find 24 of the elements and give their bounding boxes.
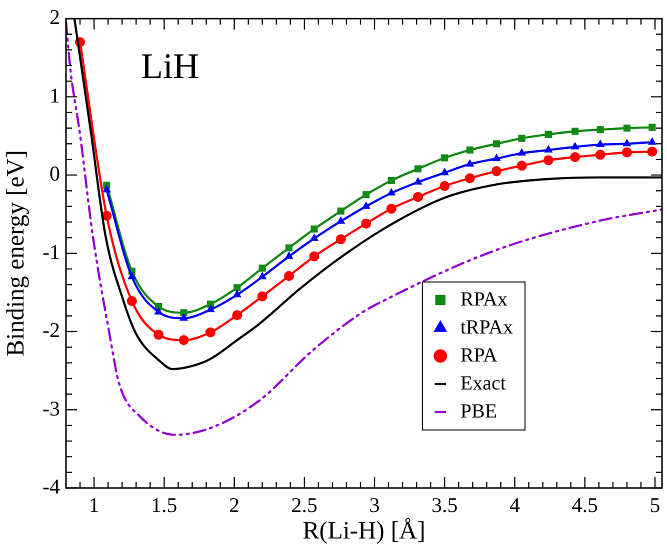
y-tick-label: -3 <box>42 396 60 420</box>
x-tick-label: 4.5 <box>572 493 598 518</box>
x-tick-label: 3.5 <box>432 493 458 518</box>
legend-label: PBE <box>460 400 498 422</box>
y-axis-title: Binding energy [eV] <box>2 150 30 357</box>
legend-label: RPAx <box>460 288 508 310</box>
y-tick-label: -2 <box>42 318 60 342</box>
x-tick-label: 2.5 <box>291 493 318 518</box>
x-tick-label: 4 <box>510 493 521 518</box>
legend-label: RPA <box>460 344 498 366</box>
text: LiH <box>141 46 199 86</box>
x-tick-label: 2 <box>229 493 240 518</box>
x-tick-label: 1 <box>88 493 100 518</box>
x-tick-label: 1.5 <box>151 493 178 518</box>
y-tick-label: 0 <box>50 162 60 186</box>
x-axis-title: R(Li-H) [Å] <box>302 518 426 545</box>
y-tick-label: 1 <box>50 83 60 108</box>
y-tick-label: 2 <box>50 5 60 30</box>
x-tick-label: 5 <box>650 493 660 518</box>
x-tick-label: 3 <box>369 493 380 518</box>
legend-label: tRPAx <box>460 316 514 338</box>
y-tick-label: -4 <box>42 474 60 499</box>
y-tick-label: -1 <box>42 240 60 264</box>
legend-label: Exact <box>460 372 506 394</box>
